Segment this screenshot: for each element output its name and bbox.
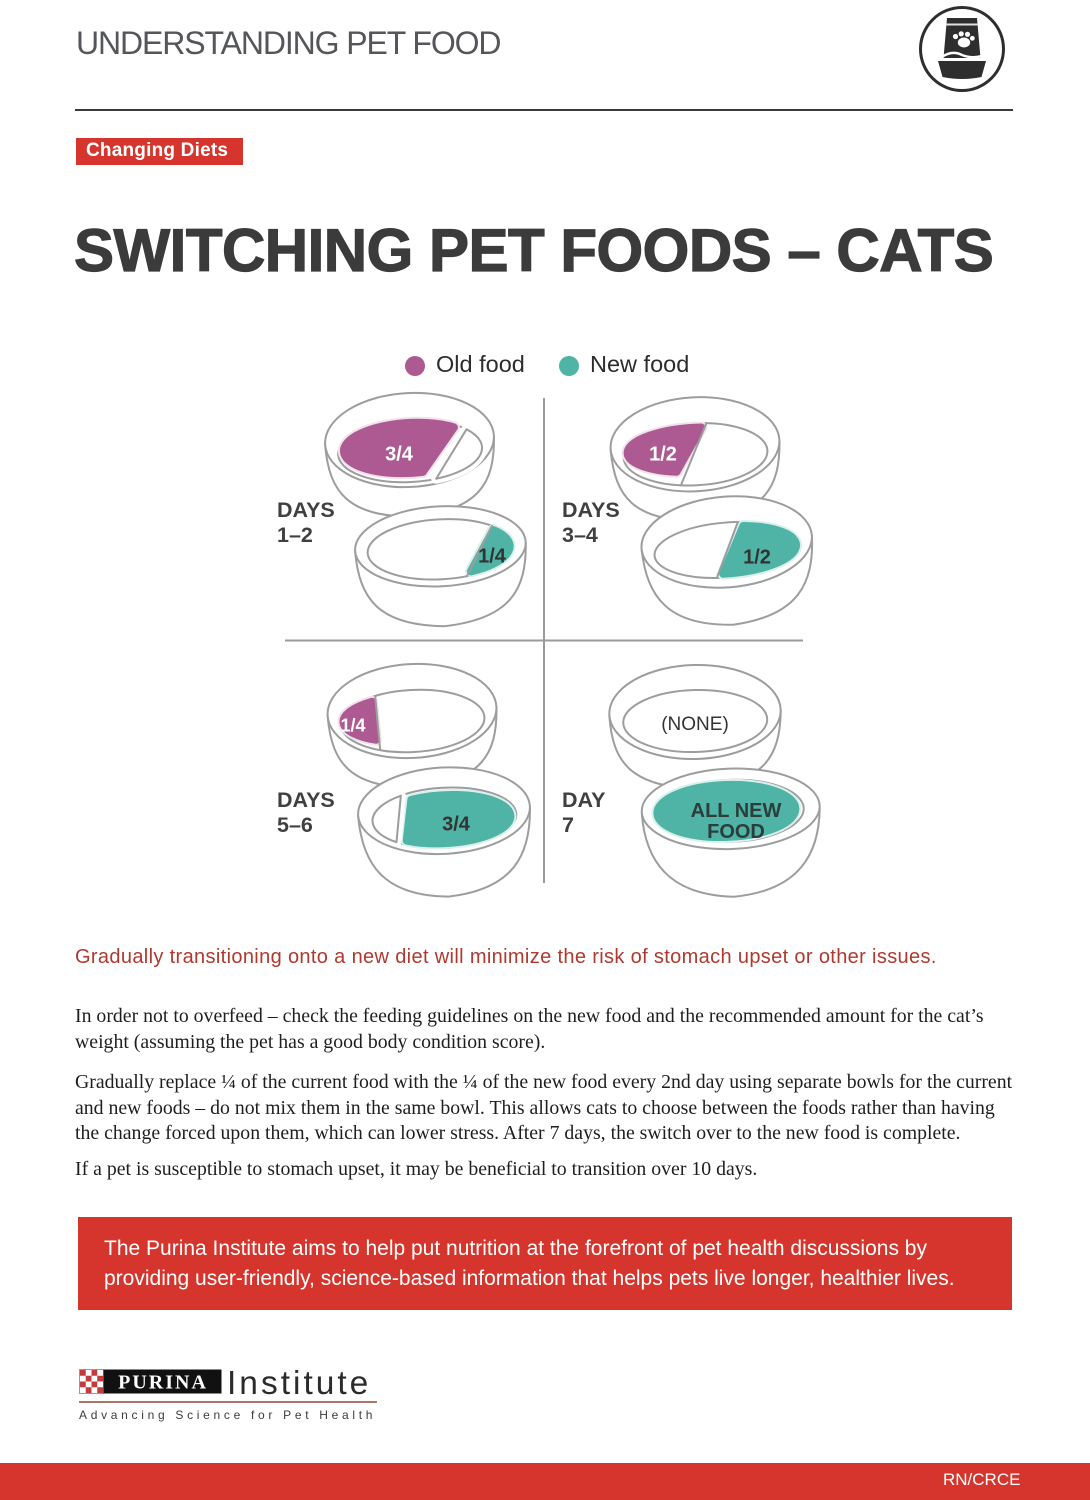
svg-text:PURINA: PURINA [118,1372,208,1394]
svg-text:Institute: Institute [227,1369,371,1402]
svg-text:Advancing Science for Pet Heal: Advancing Science for Pet Health [79,1408,376,1422]
